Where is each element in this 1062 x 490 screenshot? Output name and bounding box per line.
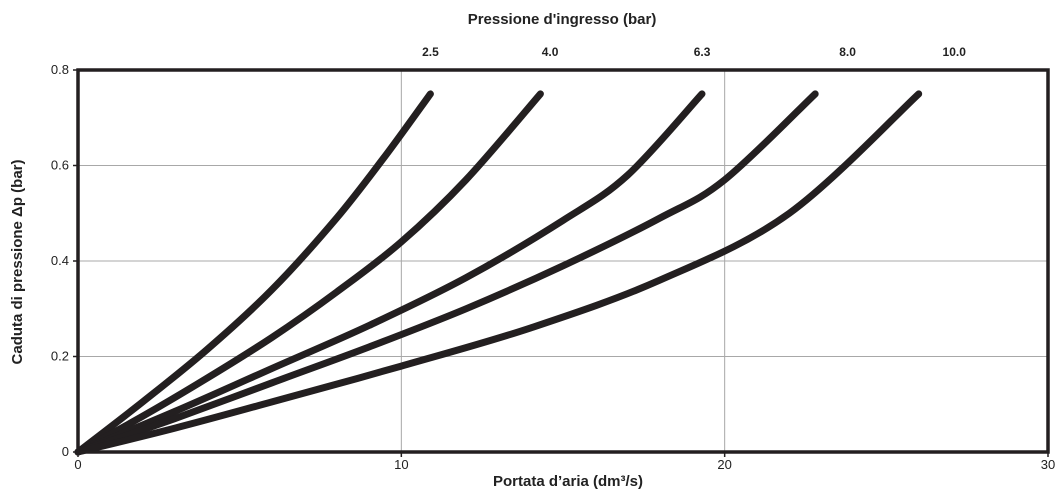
series-line-6.3 [74,90,706,456]
y-tick-label: 0.8 [51,62,69,77]
x-axis-title: Portata d’aria (dm³/s) [493,473,643,490]
y-tick-label: 0.2 [51,349,69,364]
series-line-10.0 [74,90,923,456]
series-lines [74,90,923,456]
y-tick-label: 0.6 [51,158,69,173]
x-tick-label: 0 [74,457,81,472]
top-series-label: 2.5 [422,45,439,59]
series-line-8.0 [74,90,819,456]
series-line-2.5 [74,90,434,456]
y-tick-labels: 0 0.2 0.4 0.6 0.8 [51,62,78,459]
top-series-labels: 2.5 4.0 6.3 8.0 10.0 [422,45,966,59]
x-tick-label: 20 [717,457,731,472]
top-series-label: 8.0 [839,45,856,59]
y-axis-title: Caduta di pressione Δp (bar) [9,160,26,365]
y-tick-label: 0.4 [51,253,69,268]
top-series-label: 10.0 [943,45,967,59]
y-tick-label: 0 [62,444,69,459]
x-tick-label: 10 [394,457,408,472]
top-series-label: 4.0 [542,45,559,59]
series-line-4.0 [74,90,544,456]
x-tick-labels: 0 10 20 30 [74,452,1055,472]
top-series-label: 6.3 [694,45,711,59]
top-axis-title: Pressione d'ingresso (bar) [468,11,657,28]
x-tick-label: 30 [1041,457,1055,472]
grid-lines [78,70,1048,452]
